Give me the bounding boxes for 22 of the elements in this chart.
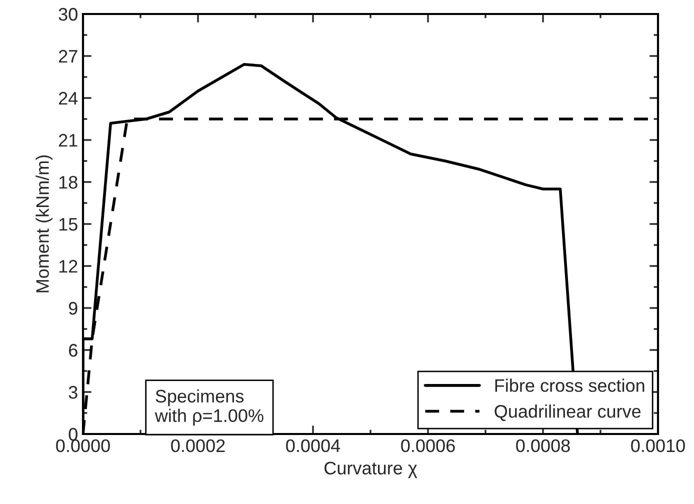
y-tick-label: 6 <box>69 344 78 357</box>
y-tick-label: 12 <box>59 260 78 273</box>
x-tick-label: 0.0008 <box>516 439 570 452</box>
y-tick-label: 18 <box>59 176 78 189</box>
x-tick-label: 0.0006 <box>401 439 455 452</box>
y-tick-label: 9 <box>68 302 78 315</box>
x-tick-label: 0.0002 <box>171 439 225 452</box>
y-axis-title: Moment (kNm/m) <box>36 155 52 292</box>
y-tick-label: 15 <box>59 218 78 231</box>
y-tick-label: 24 <box>58 92 78 105</box>
y-tick-label: 30 <box>58 8 78 21</box>
legend-label: Fibre cross section <box>495 378 644 392</box>
x-tick-label: 0.0004 <box>286 439 340 452</box>
y-tick-label: 0 <box>68 428 78 441</box>
annotation: Specimens with ρ=1.00% <box>154 389 264 426</box>
y-tick-label: 3 <box>68 386 78 399</box>
y-tick-label: 27 <box>58 50 78 63</box>
legend-label: Quadrilinear curve <box>494 404 641 422</box>
x-tick-label: 0.0000 <box>56 439 110 452</box>
x-axis-title: Curvature χ <box>324 462 418 478</box>
x-tick-label: 0.0010 <box>631 439 685 452</box>
y-tick-label: 21 <box>58 134 78 147</box>
